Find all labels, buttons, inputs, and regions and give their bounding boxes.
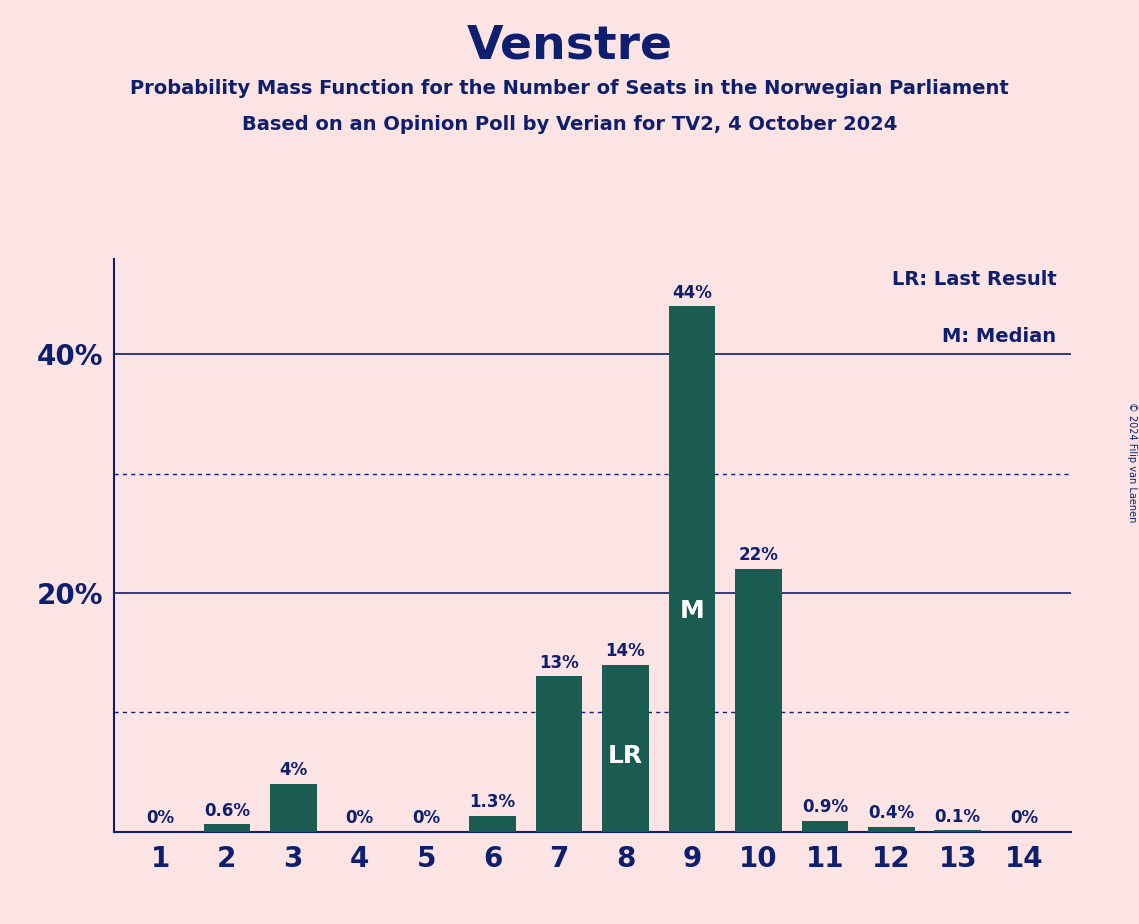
Bar	[270, 784, 317, 832]
Bar	[469, 816, 516, 832]
Text: 0%: 0%	[412, 808, 441, 827]
Text: 0.1%: 0.1%	[935, 808, 981, 826]
Text: 14%: 14%	[606, 642, 646, 660]
Text: 0%: 0%	[146, 808, 174, 827]
Bar	[934, 831, 981, 832]
Bar	[603, 664, 649, 832]
Text: M: Median: M: Median	[942, 327, 1056, 346]
Text: Based on an Opinion Poll by Verian for TV2, 4 October 2024: Based on an Opinion Poll by Verian for T…	[241, 116, 898, 135]
Text: 0.4%: 0.4%	[868, 804, 915, 822]
Text: 13%: 13%	[539, 653, 579, 672]
Text: 0%: 0%	[345, 808, 374, 827]
Text: © 2024 Filip van Laenen: © 2024 Filip van Laenen	[1126, 402, 1137, 522]
Bar	[802, 821, 849, 832]
Text: 0.6%: 0.6%	[204, 802, 249, 820]
Text: 0.9%: 0.9%	[802, 798, 847, 816]
Text: 1.3%: 1.3%	[469, 794, 516, 811]
Text: 4%: 4%	[279, 761, 308, 779]
Bar	[868, 827, 915, 832]
Text: 44%: 44%	[672, 284, 712, 302]
Bar	[735, 569, 781, 832]
Text: M: M	[680, 599, 704, 623]
Text: 0%: 0%	[1010, 808, 1039, 827]
Bar	[204, 824, 251, 832]
Text: Probability Mass Function for the Number of Seats in the Norwegian Parliament: Probability Mass Function for the Number…	[130, 79, 1009, 98]
Bar	[669, 307, 715, 832]
Text: 22%: 22%	[738, 546, 778, 565]
Text: LR: Last Result: LR: Last Result	[892, 270, 1056, 289]
Text: Venstre: Venstre	[467, 23, 672, 68]
Bar	[535, 676, 582, 832]
Text: LR: LR	[608, 745, 644, 769]
